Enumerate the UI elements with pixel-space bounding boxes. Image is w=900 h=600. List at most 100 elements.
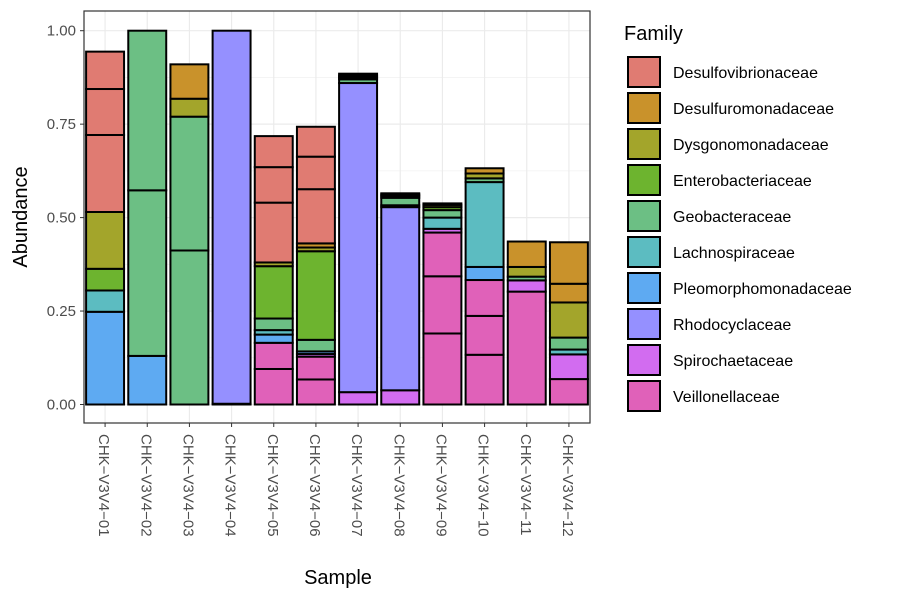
bar-segment xyxy=(127,189,168,357)
x-axis-ticks: CHK−V3V4−01 CHK−V3V4−02 CHK−V3V4−03 CHK−V3V… xyxy=(95,423,576,537)
bar-segment xyxy=(464,265,505,282)
y-axis-title: Abundance xyxy=(10,166,32,267)
bar-segment xyxy=(253,265,294,320)
bar-segment xyxy=(422,275,463,335)
legend-label: Desulfovibrionaceae xyxy=(673,65,818,82)
legend-key xyxy=(627,92,661,124)
legend-label: Spirochaetaceae xyxy=(673,353,793,370)
bar-segment xyxy=(169,97,210,118)
bar-segment xyxy=(295,188,336,245)
bar-segment xyxy=(464,353,505,406)
x-tick-label: CHK−V3V4−10 xyxy=(475,434,492,537)
bar-segment xyxy=(85,210,126,270)
y-axis-ticks: 0.00 0.25 0.50 0.75 1.00 xyxy=(47,23,84,414)
bar-segment xyxy=(338,82,379,394)
bar-segment xyxy=(253,135,294,169)
legend-key xyxy=(627,344,661,376)
bar-segment xyxy=(85,310,126,406)
bar-segment xyxy=(295,250,336,341)
legend-key xyxy=(627,200,661,232)
bar-segment xyxy=(211,29,252,405)
bar-segment xyxy=(464,181,505,268)
bar-segment xyxy=(464,167,505,175)
bar-segment xyxy=(169,249,210,406)
bar-segment xyxy=(464,279,505,317)
bar-stack xyxy=(380,192,421,406)
x-tick-label: CHK−V3V4−09 xyxy=(432,434,449,537)
legend-label: Pleomorphomonadaceae xyxy=(673,281,852,298)
legend-label: Geobacteraceae xyxy=(673,209,791,226)
bar-segment xyxy=(253,333,294,344)
legend-label: Dysgonomonadaceae xyxy=(673,137,829,154)
bar-segment xyxy=(338,72,379,77)
bar-segment xyxy=(422,332,463,406)
bar-segment xyxy=(422,216,463,230)
bar-stack xyxy=(127,29,168,406)
legend-key xyxy=(627,308,661,340)
y-tick-label: 0.50 xyxy=(47,210,76,227)
legend-key xyxy=(627,128,661,160)
legend-key xyxy=(627,164,661,196)
bar-segment xyxy=(338,391,379,406)
bar-stack xyxy=(253,135,294,406)
bar-segment xyxy=(548,282,589,304)
bar-segment xyxy=(295,338,336,353)
legend-title: Family xyxy=(624,23,683,45)
x-tick-label: CHK−V3V4−06 xyxy=(306,434,323,537)
x-tick-label: CHK−V3V4−05 xyxy=(264,434,281,537)
bar-stack xyxy=(85,50,126,406)
y-tick-label: 0.75 xyxy=(47,116,76,133)
bar-stack xyxy=(338,72,379,406)
bar-stack xyxy=(506,240,547,406)
x-tick-label: CHK−V3V4−11 xyxy=(517,434,534,535)
legend-label: Lachnospiraceae xyxy=(673,245,795,262)
legend-key xyxy=(627,56,661,88)
x-tick-label: CHK−V3V4−04 xyxy=(222,434,239,537)
bar-segment xyxy=(295,155,336,191)
bar-stack xyxy=(295,125,336,406)
bar-segment xyxy=(548,336,589,351)
legend-key xyxy=(627,272,661,304)
bar-segment xyxy=(506,279,547,293)
legend-key xyxy=(627,236,661,268)
x-tick-label: CHK−V3V4−07 xyxy=(348,434,365,537)
bar-segment xyxy=(253,367,294,406)
panel-border xyxy=(83,10,591,424)
bar-segment xyxy=(506,265,547,278)
bar-segment xyxy=(422,209,463,219)
x-tick-label: CHK−V3V4−08 xyxy=(390,434,407,537)
bar-segment xyxy=(548,353,589,381)
bars xyxy=(85,29,589,406)
bar-segment xyxy=(548,378,589,406)
bar-segment xyxy=(253,166,294,204)
bar-segment xyxy=(506,290,547,406)
bar-segment xyxy=(295,355,336,381)
bar-segment xyxy=(295,378,336,406)
x-tick-label: CHK−V3V4−03 xyxy=(179,434,196,537)
bar-segment xyxy=(253,341,294,370)
bar-stack xyxy=(211,29,252,406)
bar-segment xyxy=(380,192,421,196)
bar-segment xyxy=(380,196,421,207)
bar-segment xyxy=(548,241,589,285)
bar-segment xyxy=(169,115,210,252)
legend-label: Desulfuromonadaceae xyxy=(673,101,834,118)
x-tick-label: CHK−V3V4−02 xyxy=(137,434,154,537)
legend-label: Enterobacteriaceae xyxy=(673,173,812,190)
legend-key xyxy=(627,380,661,412)
legend-label: Rhodocyclaceae xyxy=(673,317,791,334)
bar-segment xyxy=(169,63,210,100)
bar-segment xyxy=(85,88,126,136)
legend: Family Desulfovibrionaceae Desulfuromonad… xyxy=(624,23,852,412)
x-tick-label: CHK−V3V4−01 xyxy=(95,434,112,537)
bar-segment xyxy=(85,289,126,313)
y-tick-label: 1.00 xyxy=(47,23,76,40)
bar-segment xyxy=(380,206,421,392)
bar-segment xyxy=(85,50,126,91)
bar-segment xyxy=(464,314,505,356)
bar-segment xyxy=(85,267,126,292)
bar-stack xyxy=(548,241,589,406)
bar-segment xyxy=(422,231,463,278)
bar-stack xyxy=(422,202,463,406)
